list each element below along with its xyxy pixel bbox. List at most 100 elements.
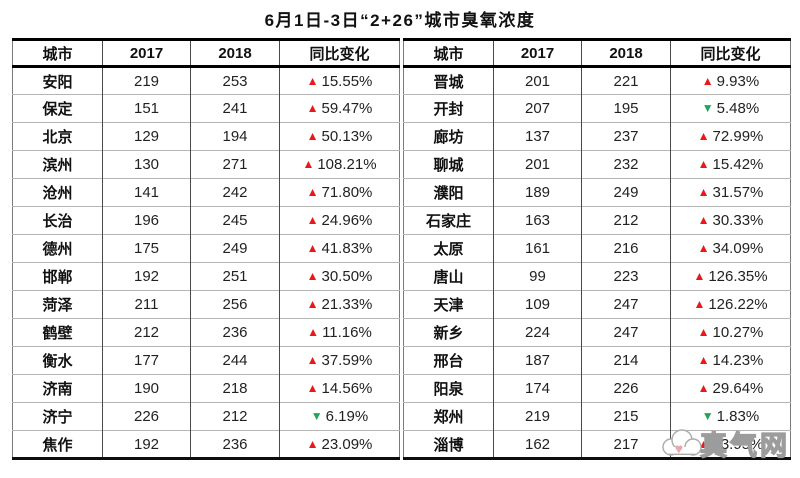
value-2018-cell: 247: [581, 290, 671, 319]
change-value: 71.80%: [321, 184, 373, 201]
change-cell: ▲ 126.22%: [670, 290, 791, 319]
table-row: 菏泽 211 256 ▲ 21.33%: [12, 290, 400, 319]
up-triangle-icon: ▲: [302, 157, 315, 171]
change-cell: ▼ 1.83%: [670, 402, 791, 431]
change-cell: ▲ 11.16%: [279, 318, 400, 347]
value-2017-cell: 211: [102, 290, 191, 319]
city-cell: 晋城: [433, 73, 464, 91]
ozone-table-right: 城市 2017 2018 同比变化 晋城 201 221 ▲ 9.93% 开封 207 195 ▼ 5.4…: [403, 38, 791, 460]
column-header-1: 2017: [102, 39, 191, 68]
value-2017-cell: 187: [493, 346, 582, 375]
up-triangle-icon: ▲: [306, 353, 319, 367]
change-cell: ▼ 6.19%: [279, 402, 400, 431]
change-value: 14.56%: [321, 380, 373, 397]
city-cell: 唐山: [403, 262, 494, 291]
value-2018-cell: 247: [581, 318, 671, 347]
change-value: 1.83%: [716, 408, 760, 425]
change-cell: ▼ 5.48%: [670, 94, 791, 123]
city-cell: 济南: [12, 374, 103, 403]
table-row: 开封 207 195 ▼ 5.48%: [403, 94, 791, 123]
table-row: 廊坊 137 237 ▲ 72.99%: [403, 122, 791, 151]
change-cell: ▲ 37.59%: [279, 346, 400, 375]
change-value: 34.09%: [712, 240, 764, 257]
column-header-3: 同比变化: [670, 39, 791, 68]
change-cell: ▲ 15.55%: [279, 66, 400, 95]
change-cell: ▲ 9.93%: [670, 66, 791, 95]
city-cell: 廊坊: [403, 122, 494, 151]
down-triangle-icon: ▼: [701, 101, 714, 115]
value-2017-cell: 226: [102, 402, 191, 431]
change-cell: ▲ 59.47%: [279, 94, 400, 123]
value-2018-cell: 212: [581, 206, 671, 235]
up-triangle-icon: ▲: [307, 325, 320, 339]
up-triangle-icon: ▲: [306, 297, 319, 311]
city-cell: 北京: [12, 122, 103, 151]
value-2018-cell: 237: [581, 122, 671, 151]
change-value: 108.21%: [317, 156, 377, 173]
column-header-0: 城市: [12, 39, 103, 68]
change-value: 59.47%: [321, 100, 373, 117]
value-2017-cell: 130: [102, 150, 191, 179]
value-2018-cell: 244: [190, 346, 280, 375]
table-row: 鹤壁 212 236 ▲ 11.16%: [12, 318, 400, 347]
up-triangle-icon: ▲: [697, 129, 710, 143]
up-triangle-icon: ▲: [306, 129, 319, 143]
table-row: 太原 161 216 ▲ 34.09%: [403, 234, 791, 263]
table-row: 北京 129 194 ▲ 50.13%: [12, 122, 400, 151]
city-cell: 阳泉: [403, 374, 494, 403]
header-row: 城市 2017 2018 同比变化: [403, 39, 791, 68]
table-row: 淄博 162 217 ▲ 33.95%: [403, 430, 791, 459]
header-row: 城市 2017 2018 同比变化: [12, 39, 400, 68]
change-cell: ▲ 30.50%: [279, 262, 400, 291]
table-row: 济南 190 218 ▲ 14.56%: [12, 374, 400, 403]
value-2018-cell: 236: [190, 318, 280, 347]
up-triangle-icon: ▲: [697, 241, 710, 255]
change-value: 30.50%: [321, 268, 373, 285]
up-triangle-icon: ▲: [306, 185, 319, 199]
value-2017-cell: 163: [493, 206, 582, 235]
value-2017-cell: 174: [493, 374, 582, 403]
table-row: 沧州 141 242 ▲ 71.80%: [12, 178, 400, 207]
value-2017-cell: 141: [102, 178, 191, 207]
column-header-3: 同比变化: [279, 39, 400, 68]
up-triangle-icon: ▲: [306, 436, 319, 451]
value-2018-cell: 271: [190, 150, 280, 179]
value-2017-cell: 137: [493, 122, 582, 151]
change-value: 24.96%: [321, 212, 373, 229]
table-row: 濮阳 189 249 ▲ 31.57%: [403, 178, 791, 207]
change-value: 30.33%: [712, 212, 764, 229]
up-triangle-icon: ▲: [697, 436, 710, 451]
city-cell: 淄博: [403, 430, 494, 459]
value-2018-cell: 223: [581, 262, 671, 291]
value-2017-cell: 175: [102, 234, 191, 263]
value-2018-cell: 194: [190, 122, 280, 151]
city-cell: 太原: [403, 234, 494, 263]
change-value: 31.57%: [712, 184, 764, 201]
up-triangle-icon: ▲: [697, 213, 710, 227]
change-cell: ▲ 21.33%: [279, 290, 400, 319]
value-2017-cell: 192: [102, 262, 191, 291]
city-cell: 长治: [12, 206, 103, 235]
value-2018-cell: 212: [190, 402, 280, 431]
change-value: 23.09%: [321, 435, 373, 453]
value-2018-cell: 215: [581, 402, 671, 431]
table-row: 保定 151 241 ▲ 59.47%: [12, 94, 400, 123]
change-cell: ▲ 14.56%: [279, 374, 400, 403]
city-cell: 菏泽: [12, 290, 103, 319]
city-cell: 石家庄: [403, 206, 494, 235]
table-row: 德州 175 249 ▲ 41.83%: [12, 234, 400, 263]
value-2017-cell: 99: [493, 262, 582, 291]
down-triangle-icon: ▼: [310, 409, 323, 423]
table-row: 聊城 201 232 ▲ 15.42%: [403, 150, 791, 179]
change-value: 5.48%: [716, 100, 760, 117]
change-cell: ▲ 23.09%: [279, 430, 400, 459]
table-row: 衡水 177 244 ▲ 37.59%: [12, 346, 400, 375]
city-cell: 开封: [403, 94, 494, 123]
change-cell: ▲ 34.09%: [670, 234, 791, 263]
value-2017-cell: 201: [493, 150, 582, 179]
value-2017-cell: 109: [493, 290, 582, 319]
change-cell: ▲ 126.35%: [670, 262, 791, 291]
change-value: 33.95%: [712, 435, 764, 453]
table-row: 晋城 201 221 ▲ 9.93%: [404, 66, 791, 95]
value-2018-cell: 236: [190, 430, 280, 459]
